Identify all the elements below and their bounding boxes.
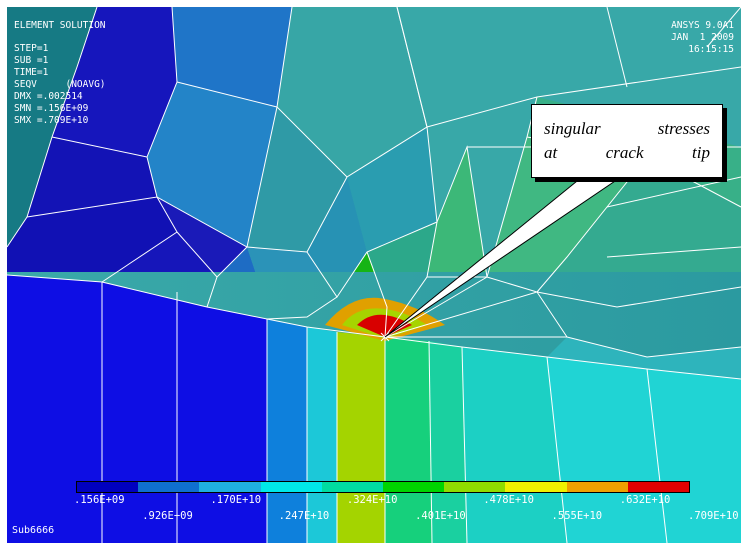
annotation-callout: singular stresses at crack tip — [531, 104, 723, 178]
smx-label: SMX =.709E+10 — [14, 115, 89, 126]
legend-swatch — [505, 482, 567, 492]
legend-tick-label: .324E+10 — [346, 494, 398, 506]
callout-line-2: at crack tip — [544, 143, 710, 162]
legend-tick-label: .478E+10 — [483, 494, 534, 506]
legend-tick-label: .632E+10 — [619, 494, 671, 506]
subtitle: Sub6666 — [12, 525, 55, 536]
step-label: STEP=1 — [14, 43, 49, 54]
mesh-element — [147, 82, 277, 247]
legend-swatch — [566, 482, 628, 492]
dmx-label: DMX =.002514 — [14, 91, 83, 102]
legend-swatch — [260, 482, 322, 492]
mesh-element — [247, 107, 347, 252]
legend-swatch — [199, 482, 261, 492]
mesh-element — [27, 137, 157, 217]
mesh-element — [537, 157, 741, 307]
mesh-element — [347, 127, 437, 252]
mesh-element — [7, 197, 177, 282]
legend-swatch — [77, 482, 139, 492]
ansys-version: ANSYS 9.0A1 — [671, 20, 734, 31]
mesh-element — [7, 7, 97, 247]
legend-tick-label: .156E+09 — [74, 494, 125, 506]
contour-plot — [7, 7, 741, 543]
run-date: JAN 1 2009 — [671, 32, 734, 43]
mesh-element — [337, 332, 385, 543]
legend-tick-label: .401E+10 — [415, 510, 466, 522]
mesh-element — [52, 7, 177, 157]
callout-line-1: singular stresses — [544, 119, 710, 138]
result-label: SEQV (NOAVG) — [14, 79, 106, 90]
legend-tick-label: .170E+10 — [210, 494, 262, 506]
mesh-element — [307, 177, 367, 297]
legend-tick-label: .555E+10 — [551, 510, 603, 522]
run-time: 16:15:15 — [688, 44, 734, 55]
mesh-element — [547, 337, 741, 379]
legend-swatch — [321, 482, 384, 492]
mesh-element — [172, 7, 292, 107]
mesh-element — [277, 7, 427, 177]
smn-label: SMN =.156E+09 — [14, 103, 89, 114]
mesh-element — [7, 275, 267, 543]
mesh-element — [547, 357, 741, 543]
legend-swatch — [383, 482, 445, 492]
legend-tick-label: .926E+09 — [142, 510, 193, 522]
mesh-element — [462, 347, 567, 543]
legend-tick-label: .247E+10 — [278, 510, 330, 522]
substep-label: SUB =1 — [14, 55, 49, 66]
crack-tip-zone — [357, 314, 412, 337]
time-label: TIME=1 — [14, 67, 49, 78]
legend-tick-label: .709E+10 — [688, 510, 739, 522]
plot-title: ELEMENT SOLUTION — [14, 20, 106, 31]
legend-swatch — [627, 482, 690, 492]
legend-swatch — [138, 482, 200, 492]
contour-legend-bar — [76, 481, 690, 493]
mesh-element — [157, 197, 247, 277]
legend-swatch — [444, 482, 506, 492]
